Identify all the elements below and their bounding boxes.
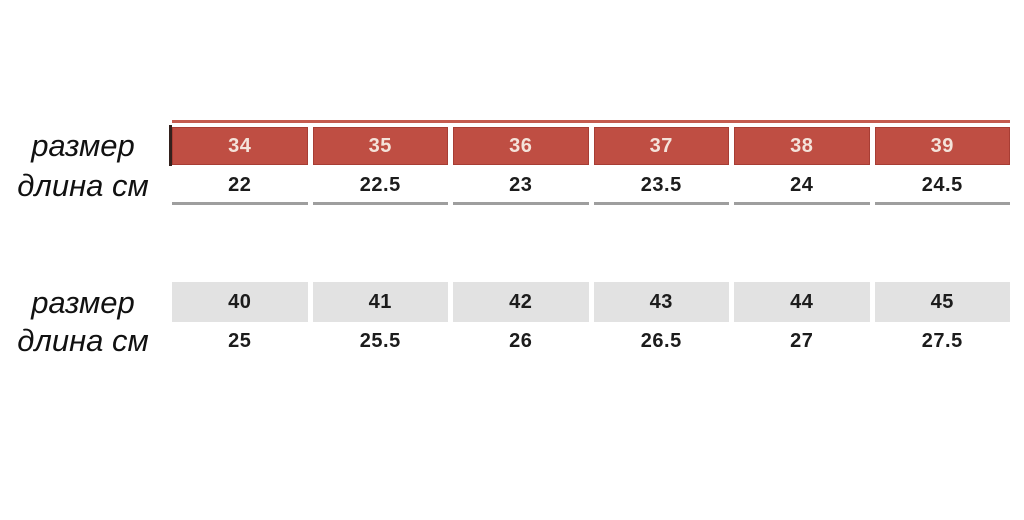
table2-size-cell: 43 [593, 282, 729, 322]
table1-size-cell: 39 [874, 127, 1010, 165]
table2-size-row: 40 41 42 43 44 45 [172, 282, 1010, 322]
table2-size-cell: 42 [453, 282, 589, 322]
table2-length-row-label: длина см [17, 323, 149, 358]
table1-size-row: 34 35 36 37 38 39 [172, 127, 1010, 165]
table2-size-cell: 45 [874, 282, 1010, 322]
table2-length-cell: 27 [790, 330, 814, 352]
table1-length-row-label: длина см [17, 168, 149, 203]
table2-size-cell: 44 [734, 282, 870, 322]
table1-length-row: 22 22.5 23 23.5 24 24.5 [172, 168, 1010, 205]
table2-size-cell: 41 [312, 282, 448, 322]
table1-size-cell: 36 [453, 127, 589, 165]
table1-length-cell: 24 [734, 168, 870, 205]
table2-length-cell: 27.5 [921, 330, 963, 352]
table1-size-cell: 35 [312, 127, 448, 165]
table1-size-row-label: размер [31, 128, 135, 163]
table1-size-cell: 38 [734, 127, 870, 165]
table2-size-cell: 40 [172, 282, 308, 322]
table2-length-cell: 26 [509, 330, 533, 352]
table1-size-cell: 37 [593, 127, 729, 165]
table1-top-accent-line [172, 120, 1010, 123]
table1-length-cell: 23.5 [593, 168, 729, 205]
table1-size-cell: 34 [172, 127, 308, 165]
table2-size-row-label: размер [31, 285, 135, 320]
table2-length-cell: 25.5 [359, 330, 401, 352]
table1-length-cell: 24.5 [874, 168, 1010, 205]
table2-length-cell: 26.5 [640, 330, 682, 352]
table2-length-cell: 25 [228, 330, 252, 352]
table2-length-row: 25 25.5 26 26.5 27 27.5 [172, 323, 1010, 360]
table1-left-edge-tick [169, 125, 172, 166]
table1-length-cell: 22.5 [312, 168, 448, 205]
table1-length-cell: 23 [453, 168, 589, 205]
table1-length-cell: 22 [172, 168, 308, 205]
